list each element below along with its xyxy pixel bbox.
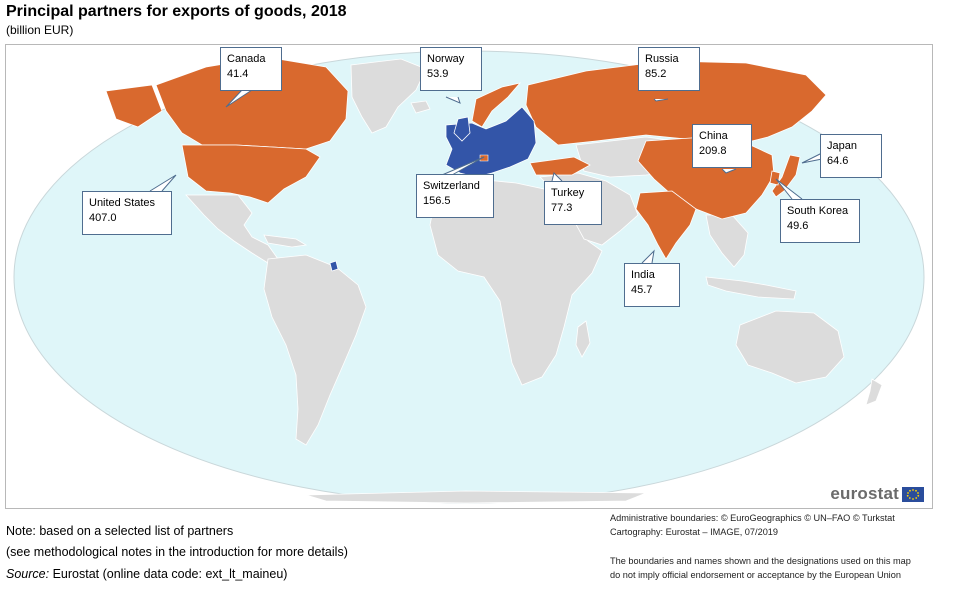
callout-canada-name: Canada: [227, 53, 266, 65]
callout-south-korea-name: South Korea: [787, 205, 849, 217]
pointer-canada: [225, 89, 253, 108]
australia: [735, 310, 845, 384]
callout-india-value: 45.7: [631, 284, 653, 296]
caribbean: [263, 234, 308, 248]
south-america: [263, 254, 367, 446]
callout-norway: Norway 53.9: [420, 47, 482, 91]
madagascar: [575, 320, 591, 358]
callout-united-states-name: United States: [89, 197, 156, 209]
region-india: [635, 190, 697, 260]
callout-united-states-value: 407.0: [89, 212, 117, 224]
callout-turkey-value: 77.3: [551, 202, 573, 214]
region-french-guiana: [329, 260, 339, 272]
page-title: Principal partners for exports of goods,…: [6, 3, 347, 20]
eurostat-wordmark: eurostat: [830, 484, 899, 503]
southeast-asia: [705, 214, 749, 268]
source-text: Eurostat (online data code: ext_lt_maine…: [52, 567, 288, 581]
callout-japan-value: 64.6: [827, 155, 849, 167]
pointer-china: [721, 168, 737, 174]
iceland: [410, 100, 431, 114]
pointer-russia: [653, 98, 669, 102]
callout-turkey-name: Turkey: [551, 187, 585, 199]
partner-layer: [105, 56, 827, 260]
source-line: Source: Eurostat (online data code: ext_…: [6, 567, 287, 581]
callout-china-value: 209.8: [699, 145, 727, 157]
credit-disclaimer-2: do not imply official endorsement or acc…: [610, 570, 901, 580]
greenland: [350, 58, 427, 134]
callout-china: China 209.8: [692, 124, 752, 168]
region-norway: [471, 82, 522, 128]
eu-flag-icon: [902, 486, 924, 502]
world-map: [13, 50, 925, 504]
source-label: Source:: [6, 567, 50, 581]
eu-layer: [329, 106, 537, 272]
callout-japan-name: Japan: [827, 140, 857, 152]
antarctica: [305, 490, 647, 504]
callout-south-korea-value: 49.6: [787, 220, 809, 232]
region-united-states: [181, 144, 321, 204]
land-layer: [185, 58, 883, 504]
region-british-isles: [453, 116, 471, 142]
callout-india-name: India: [631, 269, 655, 281]
indonesia: [705, 276, 797, 300]
note-line-2: (see methodological notes in the introdu…: [6, 545, 348, 559]
map-frame: Canada 41.4 Norway 53.9 Russia 85.2 Chin…: [5, 44, 933, 509]
callout-canada: Canada 41.4: [220, 47, 282, 91]
callout-united-states: United States 407.0: [82, 191, 172, 235]
pointer-norway: [445, 96, 461, 104]
pointer-india: [641, 249, 655, 264]
callout-turkey: Turkey 77.3: [544, 181, 602, 225]
callout-norway-name: Norway: [427, 53, 465, 65]
credit-boundaries: Administrative boundaries: © EuroGeograp…: [610, 513, 895, 523]
callout-norway-value: 53.9: [427, 68, 449, 80]
callout-russia-name: Russia: [645, 53, 679, 65]
callout-china-name: China: [699, 130, 728, 142]
pointer-turkey: [551, 172, 563, 182]
callout-pointers: [149, 89, 823, 264]
pointer-japan: [801, 152, 823, 164]
callout-russia: Russia 85.2: [638, 47, 700, 91]
note-line-1: Note: based on a selected list of partne…: [6, 524, 234, 538]
pointer-south-korea: [775, 178, 803, 200]
credit-disclaimer-1: The boundaries and names shown and the d…: [610, 556, 911, 566]
callout-switzerland: Switzerland 156.5: [416, 174, 494, 218]
callout-south-korea: South Korea 49.6: [780, 199, 860, 243]
region-japan: [771, 154, 801, 198]
callout-switzerland-value: 156.5: [423, 195, 451, 207]
new-zealand: [865, 378, 883, 406]
unit-subtitle: (billion EUR): [6, 23, 74, 37]
pointer-united-states: [149, 174, 177, 192]
credit-cartography: Cartography: Eurostat – IMAGE, 07/2019: [610, 527, 779, 537]
callout-india: India 45.7: [624, 263, 680, 307]
callout-russia-value: 85.2: [645, 68, 667, 80]
callout-switzerland-name: Switzerland: [423, 180, 480, 192]
eurostat-logo: eurostat: [830, 484, 924, 504]
region-turkey: [529, 156, 591, 176]
region-alaska: [105, 84, 163, 128]
pointer-switzerland: [441, 156, 485, 176]
callout-japan: Japan 64.6: [820, 134, 882, 178]
callout-canada-value: 41.4: [227, 68, 249, 80]
